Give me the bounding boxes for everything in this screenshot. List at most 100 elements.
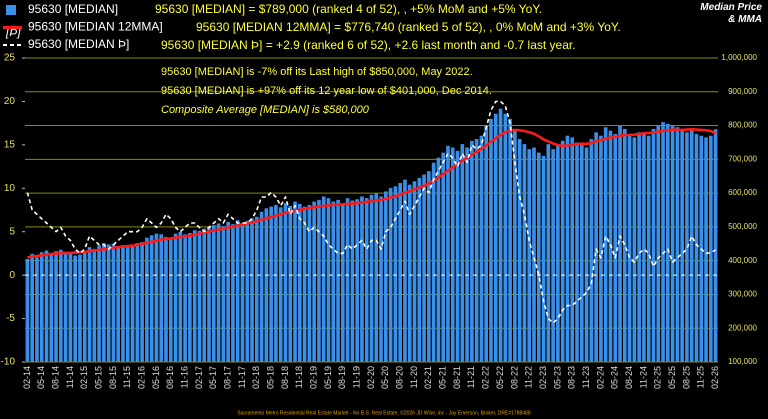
y-tick-label: 5 bbox=[9, 226, 15, 237]
x-tick-group: 02-26 bbox=[710, 366, 720, 389]
bar bbox=[302, 206, 307, 362]
bar bbox=[154, 233, 159, 362]
x-tick-label: 11-25 bbox=[696, 366, 706, 388]
x-tick-label: 05-21 bbox=[438, 366, 448, 389]
x-tick-group: 08-17 bbox=[222, 366, 232, 389]
x-tick-group: 05-16 bbox=[151, 366, 161, 389]
bar bbox=[293, 201, 297, 362]
x-tick-group: 02-14 bbox=[22, 366, 32, 389]
bar bbox=[398, 182, 402, 362]
x-tick-label: 08-16 bbox=[165, 366, 175, 389]
bar bbox=[594, 132, 598, 362]
x-tick-group: 11-17 bbox=[237, 366, 247, 388]
bar bbox=[173, 233, 178, 362]
x-tick-group: 05-22 bbox=[495, 366, 505, 389]
y-tick-label: 25 bbox=[4, 53, 16, 64]
bar bbox=[130, 244, 135, 362]
bar bbox=[25, 258, 30, 362]
x-tick-group: 05-15 bbox=[93, 366, 103, 389]
bar bbox=[283, 203, 288, 362]
x-tick-group: 08-25 bbox=[681, 366, 691, 389]
bar bbox=[637, 132, 641, 362]
x-tick-label: 08-25 bbox=[681, 366, 691, 389]
bar bbox=[336, 199, 340, 362]
legend-label: 95630 [MEDIAN Þ] bbox=[28, 37, 129, 51]
x-tick-label: 02-16 bbox=[136, 366, 146, 389]
x-tick-group: 05-24 bbox=[610, 366, 620, 389]
bar bbox=[245, 220, 250, 362]
bar bbox=[297, 203, 302, 362]
x-tick-group: 08-20 bbox=[395, 366, 405, 389]
bar bbox=[106, 244, 111, 362]
x-tick-label: 05-20 bbox=[380, 366, 390, 389]
x-tick-label: 05-18 bbox=[266, 366, 276, 389]
x-tick-group: 11-24 bbox=[638, 366, 648, 388]
bar bbox=[44, 250, 49, 362]
bar bbox=[149, 235, 154, 362]
x-tick-group: 02-22 bbox=[481, 366, 491, 389]
bar bbox=[565, 135, 570, 362]
bar bbox=[709, 135, 713, 362]
bar bbox=[39, 252, 44, 362]
bar bbox=[627, 135, 632, 362]
bar bbox=[431, 162, 436, 362]
y2-tick-label: 500,000 bbox=[728, 222, 757, 231]
x-tick-label: 11-21 bbox=[466, 366, 476, 388]
bar bbox=[403, 179, 407, 362]
bar bbox=[503, 113, 508, 362]
bar bbox=[575, 142, 579, 362]
x-tick-label: 05-16 bbox=[151, 366, 161, 389]
bar bbox=[82, 252, 87, 362]
bar bbox=[675, 127, 680, 362]
bar bbox=[670, 125, 675, 362]
bar bbox=[546, 144, 551, 362]
bar bbox=[551, 149, 555, 362]
y2-tick-label: 400,000 bbox=[728, 256, 757, 265]
bar bbox=[240, 222, 245, 362]
bar bbox=[622, 128, 627, 362]
x-tick-group: 11-23 bbox=[581, 366, 591, 388]
bar bbox=[489, 118, 493, 362]
bar bbox=[178, 231, 183, 362]
bar bbox=[455, 150, 460, 362]
x-tick-group: 02-16 bbox=[136, 366, 146, 389]
bar bbox=[666, 123, 670, 362]
legend-swatch bbox=[6, 5, 16, 15]
x-tick-label: 11-17 bbox=[237, 366, 247, 388]
bar bbox=[35, 257, 39, 362]
annotation: 95630 [MEDIAN Þ] = +2.9 (ranked 6 of 52)… bbox=[161, 38, 576, 52]
x-tick-label: 08-24 bbox=[624, 366, 634, 389]
bar bbox=[278, 207, 283, 362]
bar bbox=[689, 130, 694, 362]
y2-tick-label: 200,000 bbox=[728, 323, 757, 332]
x-tick-label: 02-25 bbox=[653, 366, 663, 389]
x-tick-label: 08-21 bbox=[452, 366, 462, 389]
bar bbox=[532, 147, 536, 362]
bar bbox=[513, 128, 517, 362]
y2-tick-label: 100,000 bbox=[728, 357, 757, 366]
y-tick-label: 10 bbox=[4, 183, 16, 194]
x-tick-group: 08-18 bbox=[280, 366, 290, 389]
bar bbox=[164, 237, 168, 362]
x-tick-label: 05-24 bbox=[610, 366, 620, 389]
bar bbox=[207, 226, 211, 362]
x-tick-label: 08-23 bbox=[567, 366, 577, 389]
bar bbox=[384, 191, 388, 362]
x-tick-label: 11-24 bbox=[638, 366, 648, 388]
bar bbox=[579, 144, 584, 362]
x-tick-group: 08-23 bbox=[567, 366, 577, 389]
x-tick-label: 02-18 bbox=[251, 366, 261, 389]
bar bbox=[326, 198, 331, 362]
bar bbox=[216, 223, 221, 362]
y2-tick-label: 1,000,000 bbox=[721, 53, 757, 62]
x-tick-group: 02-18 bbox=[251, 366, 261, 389]
bar bbox=[393, 186, 398, 362]
bar bbox=[470, 140, 474, 362]
bar bbox=[78, 254, 82, 362]
x-tick-label: 08-20 bbox=[395, 366, 405, 389]
bar bbox=[656, 125, 661, 362]
bar bbox=[436, 157, 441, 362]
bar bbox=[441, 152, 446, 362]
x-tick-group: 02-17 bbox=[194, 366, 204, 389]
